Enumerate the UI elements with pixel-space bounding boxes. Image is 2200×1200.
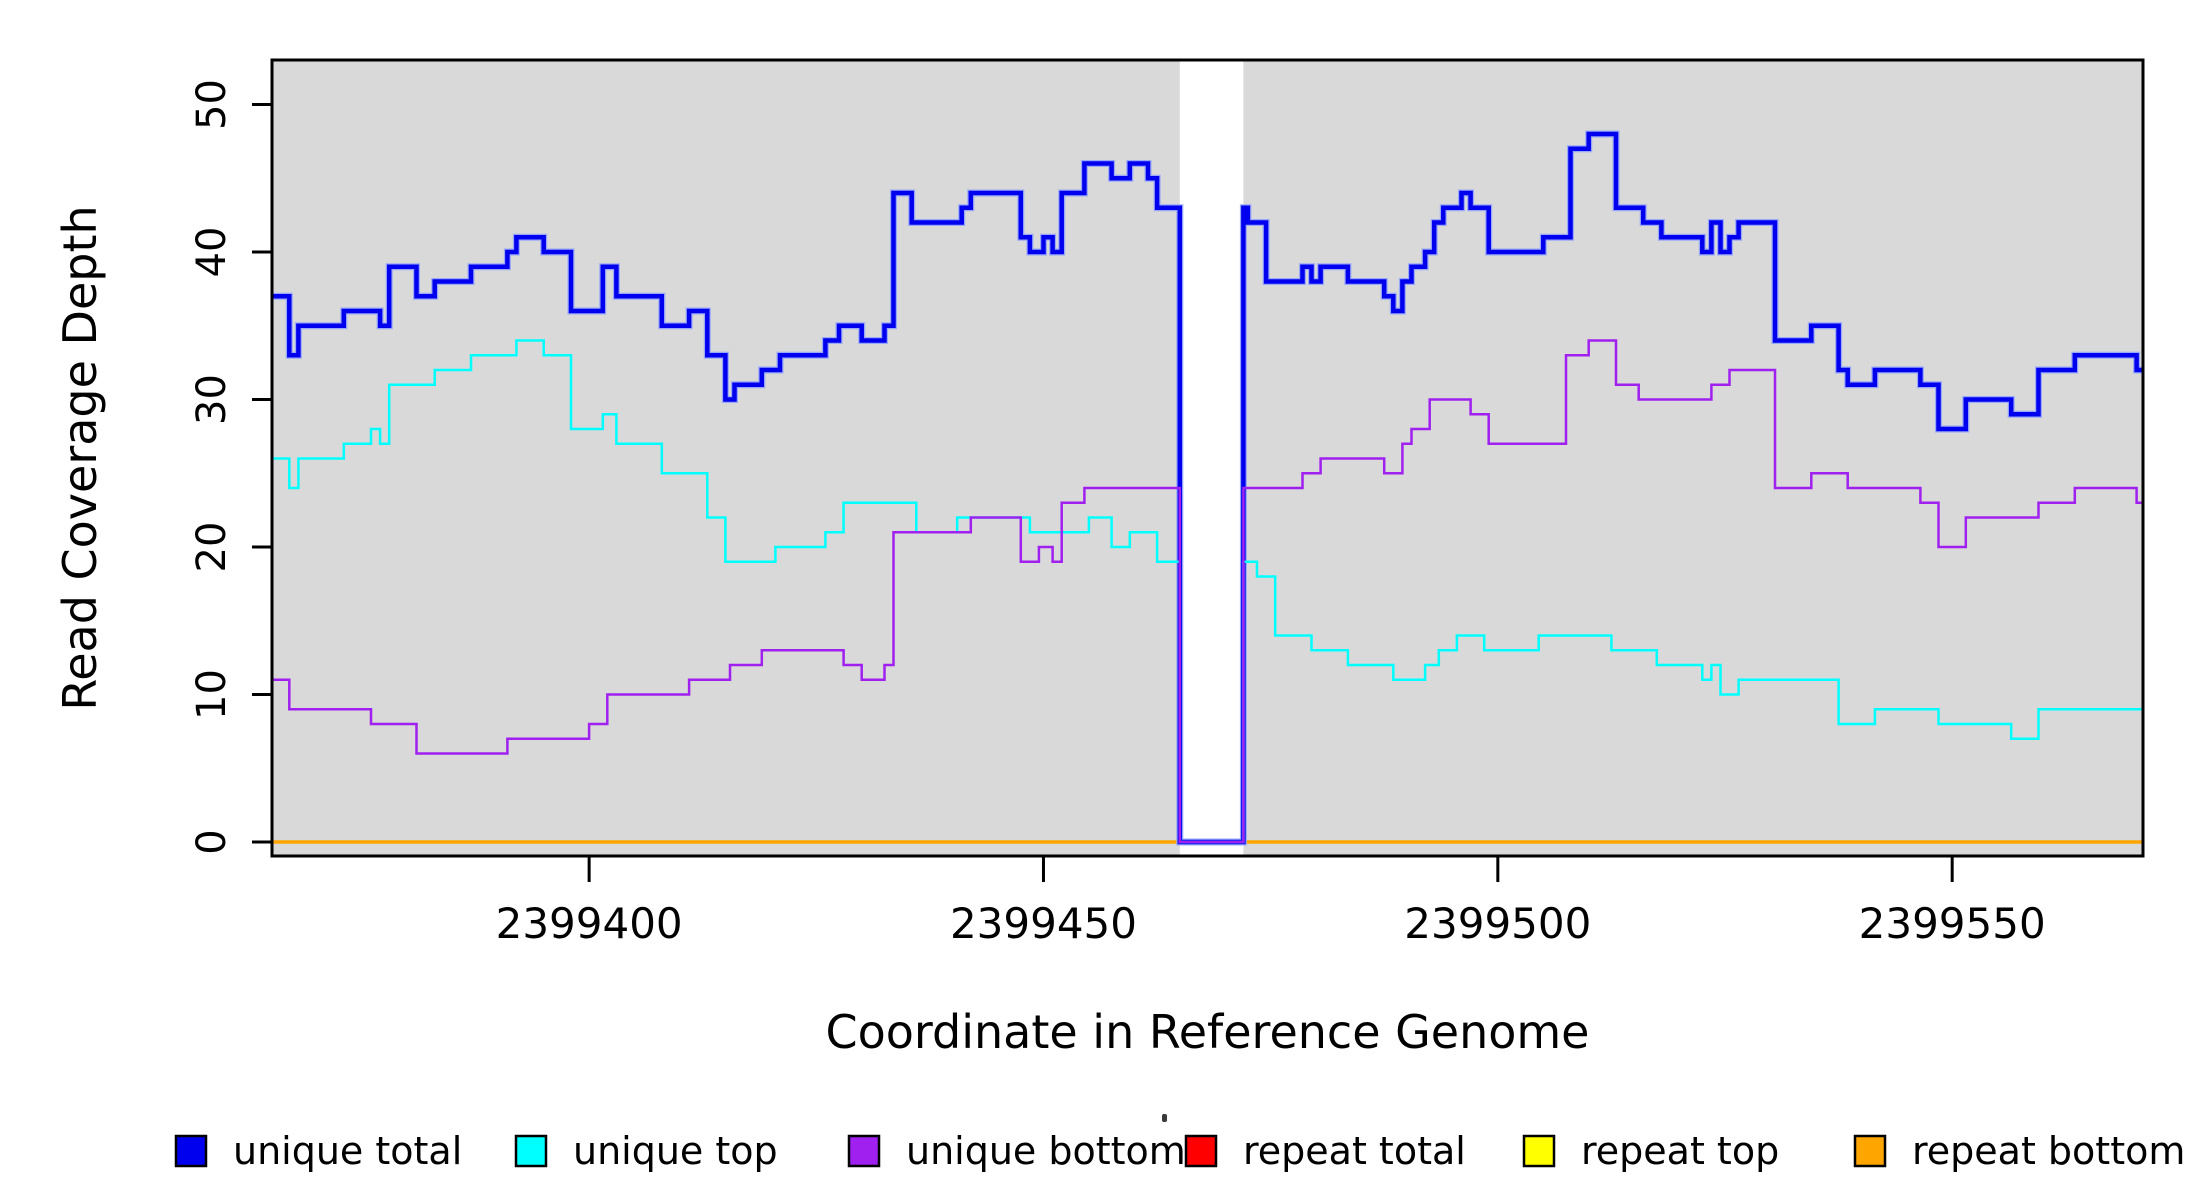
y-axis-title: Read Coverage Depth [53,205,107,710]
x-axis-title: Coordinate in Reference Genome [826,1005,1590,1059]
legend-swatch-repeat-top [1522,1134,1556,1168]
legend-item-unique-bottom: unique bottom [847,1129,1186,1173]
x-tick-label: 2399400 [496,899,683,948]
legend-label: repeat bottom [1912,1129,2185,1173]
x-tick-label: 2399550 [1859,899,2046,948]
series-line-unique-bottom [272,339,2143,844]
coverage-gap-band [1179,60,1244,856]
legend-item-repeat-bottom: repeat bottom [1853,1129,2185,1173]
legend-swatch-repeat-bottom [1853,1134,1887,1168]
y-tick-label: 30 [189,374,235,425]
legend-swatch-unique-total [174,1134,208,1168]
legend-label: repeat top [1581,1129,1779,1173]
legend-item-unique-total: unique total [174,1129,462,1173]
legend-swatch-unique-top [514,1134,548,1168]
plot-frame [270,58,2145,858]
legend-item-repeat-total: repeat total [1184,1129,1466,1173]
y-tick-label: 10 [189,669,235,720]
stray-mark-artifact [1162,1114,1167,1122]
y-tick-label: 50 [189,79,235,130]
legend-label: repeat total [1243,1129,1466,1173]
x-tick-label: 2399450 [950,899,1137,948]
series-line-unique-top [272,339,2143,844]
legend-item-repeat-top: repeat top [1522,1129,1779,1173]
y-tick-label: 20 [189,522,235,573]
legend-item-unique-top: unique top [514,1129,778,1173]
legend-label: unique top [573,1129,778,1173]
legend-label: unique bottom [906,1129,1186,1173]
y-tick-label: 0 [189,829,235,854]
legend-label: unique total [233,1129,462,1173]
legend-swatch-unique-bottom [847,1134,881,1168]
y-tick-label: 40 [189,227,235,278]
x-tick-label: 2399500 [1404,899,1591,948]
legend-swatch-repeat-total [1184,1134,1218,1168]
